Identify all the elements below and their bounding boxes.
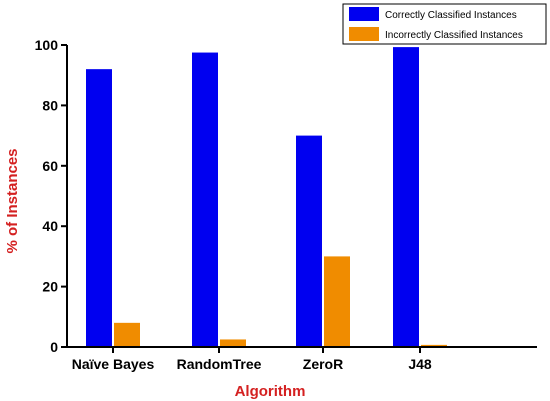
x-category-label: Naïve Bayes [72, 356, 155, 372]
legend: Correctly Classified Instances Incorrect… [342, 3, 547, 45]
bar-incorrect-1 [220, 339, 246, 347]
y-tick-label: 100 [35, 37, 59, 53]
x-category-label: J48 [408, 356, 432, 372]
bar-incorrect-3 [421, 344, 447, 347]
bar-incorrect-0 [114, 322, 140, 347]
x-category-label: RandomTree [177, 356, 262, 372]
legend-label-correct: Correctly Classified Instances [385, 10, 517, 21]
y-tick-label: 60 [42, 158, 58, 174]
y-tick-label: 80 [42, 97, 58, 113]
bar-correct-2 [296, 135, 322, 347]
legend-swatch-correct [349, 7, 379, 21]
x-categories-group: Naïve Bayes RandomTree ZeroR J48 [72, 347, 432, 372]
bar-incorrect-2 [324, 256, 350, 347]
bar-correct-0 [86, 69, 112, 347]
x-axis-title: Algorithm [235, 383, 306, 400]
bar-correct-1 [192, 52, 218, 348]
y-axis-title: % of Instances [4, 148, 21, 253]
y-tick-label: 20 [42, 279, 58, 295]
x-category-label: ZeroR [303, 356, 343, 372]
bar-correct-3 [393, 47, 419, 347]
y-tick-label: 40 [42, 218, 58, 234]
y-tick-label: 0 [50, 339, 58, 355]
bars-group [86, 47, 447, 348]
legend-swatch-incorrect [349, 27, 379, 41]
axes-group [66, 45, 537, 348]
y-ticks-group: 0 20 40 60 80 100 [35, 37, 67, 355]
legend-label-incorrect: Incorrectly Classified Instances [385, 30, 523, 41]
